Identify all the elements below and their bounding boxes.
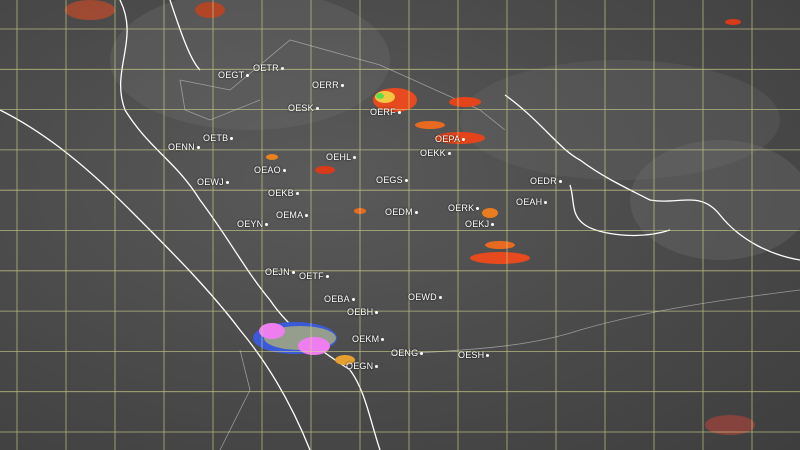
station-marker[interactable]: OEPA xyxy=(435,134,466,144)
station-code: OEBH xyxy=(347,307,374,317)
station-dot-icon xyxy=(375,365,379,369)
station-code: OEDR xyxy=(530,176,557,186)
station-code: OEBA xyxy=(324,294,350,304)
station-marker[interactable]: OEGT xyxy=(218,70,250,80)
station-code: OERR xyxy=(312,80,339,90)
station-marker[interactable]: OEDR xyxy=(530,176,562,186)
station-code: OEWJ xyxy=(197,177,224,187)
station-dot-icon xyxy=(351,298,355,302)
station-dot-icon xyxy=(315,107,319,111)
station-marker[interactable]: OENG xyxy=(391,348,424,358)
storm-cells xyxy=(65,0,755,435)
station-code: OETB xyxy=(203,133,229,143)
station-code: OEHL xyxy=(326,152,352,162)
station-code: OEKB xyxy=(268,188,294,198)
station-dot-icon xyxy=(225,181,229,185)
station-code: OEGS xyxy=(376,175,403,185)
station-marker[interactable]: OERR xyxy=(312,80,344,90)
station-marker[interactable]: OENN xyxy=(168,142,200,152)
station-marker[interactable]: OERF xyxy=(370,107,401,117)
station-marker[interactable]: OEGN xyxy=(346,361,379,371)
station-dot-icon xyxy=(491,223,495,227)
station-code: OEWD xyxy=(408,292,437,302)
station-marker[interactable]: OESH xyxy=(458,350,490,360)
station-dot-icon xyxy=(265,223,269,227)
station-dot-icon xyxy=(305,214,309,218)
station-dot-icon xyxy=(196,146,200,150)
station-dot-icon xyxy=(353,156,357,160)
station-marker[interactable]: OEWJ xyxy=(197,177,229,187)
station-dot-icon xyxy=(291,271,295,275)
station-code: OEAO xyxy=(254,165,281,175)
station-code: OEAH xyxy=(516,197,543,207)
station-dot-icon xyxy=(476,207,480,211)
station-marker[interactable]: OEBH xyxy=(347,307,379,317)
station-dot-icon xyxy=(438,296,442,300)
station-marker[interactable]: OEBA xyxy=(324,294,355,304)
station-code: OESH xyxy=(458,350,485,360)
station-dot-icon xyxy=(230,137,234,141)
station-marker[interactable]: OEGS xyxy=(376,175,408,185)
station-dot-icon xyxy=(295,192,299,196)
station-code: OESK xyxy=(288,103,314,113)
station-dot-icon xyxy=(397,111,401,115)
station-code: OEGT xyxy=(218,70,245,80)
station-code: OEPA xyxy=(435,134,461,144)
station-code: OETF xyxy=(299,271,324,281)
station-marker[interactable]: OETR xyxy=(253,63,284,73)
station-dot-icon xyxy=(462,138,466,142)
station-dot-icon xyxy=(447,152,451,156)
station-dot-icon xyxy=(404,179,408,183)
station-marker[interactable]: OEHL xyxy=(326,152,357,162)
station-marker[interactable]: OEAO xyxy=(254,165,286,175)
station-marker[interactable]: OEKM xyxy=(352,334,385,344)
station-code: OEJN xyxy=(265,267,290,277)
station-dot-icon xyxy=(544,201,548,205)
station-code: OENG xyxy=(391,348,419,358)
station-marker[interactable]: OEDM xyxy=(385,207,418,217)
station-code: OEDM xyxy=(385,207,413,217)
station-marker[interactable]: OEKJ xyxy=(465,219,495,229)
station-dot-icon xyxy=(282,169,286,173)
station-code: OEGN xyxy=(346,361,374,371)
station-marker[interactable]: OEJN xyxy=(265,267,295,277)
station-marker[interactable]: OETF xyxy=(299,271,329,281)
station-dot-icon xyxy=(420,352,424,356)
station-marker[interactable]: OERK xyxy=(448,203,480,213)
station-code: OEKM xyxy=(352,334,380,344)
station-dot-icon xyxy=(381,338,385,342)
station-dot-icon xyxy=(558,180,562,184)
station-code: OERF xyxy=(370,107,396,117)
station-code: OENN xyxy=(168,142,195,152)
station-code: OEKK xyxy=(420,148,446,158)
station-code: OEYN xyxy=(237,219,264,229)
station-marker[interactable]: OESK xyxy=(288,103,319,113)
station-marker[interactable]: OEAH xyxy=(516,197,548,207)
station-dot-icon xyxy=(486,354,490,358)
station-dot-icon xyxy=(325,275,329,279)
station-dot-icon xyxy=(340,84,344,88)
station-marker[interactable]: OEMA xyxy=(276,210,309,220)
station-marker[interactable]: OEYN xyxy=(237,219,269,229)
station-dot-icon xyxy=(280,67,284,71)
cloud-overlay xyxy=(110,0,800,260)
station-code: OEMA xyxy=(276,210,304,220)
station-code: OEKJ xyxy=(465,219,490,229)
station-dot-icon xyxy=(375,311,379,315)
station-code: OETR xyxy=(253,63,279,73)
station-marker[interactable]: OEWD xyxy=(408,292,442,302)
station-marker[interactable]: OEKK xyxy=(420,148,451,158)
station-dot-icon xyxy=(414,211,418,215)
station-marker[interactable]: OEKB xyxy=(268,188,299,198)
station-code: OERK xyxy=(448,203,475,213)
station-dot-icon xyxy=(246,74,250,78)
station-marker[interactable]: OETB xyxy=(203,133,234,143)
